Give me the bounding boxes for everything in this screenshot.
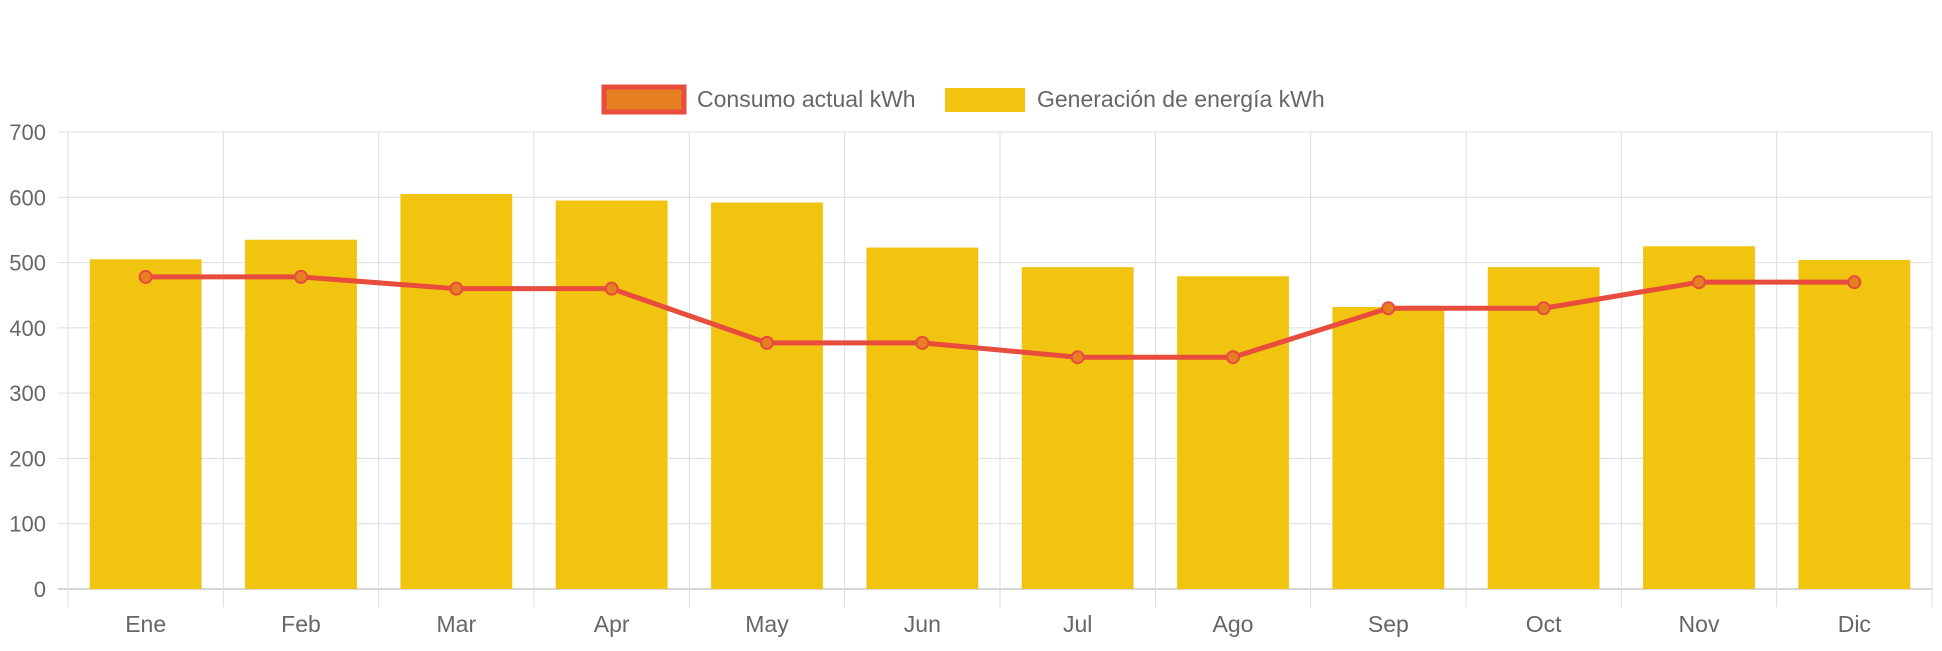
x-tick-label: May — [745, 611, 789, 637]
point-nov[interactable] — [1692, 275, 1706, 290]
consumo-line — [143, 274, 1857, 360]
x-tick-label: Dic — [1838, 611, 1871, 637]
x-tick-label: Feb — [281, 611, 321, 637]
y-tick-label: 0 — [34, 577, 46, 602]
point-jun[interactable] — [915, 335, 930, 350]
y-tick-label: 200 — [9, 446, 46, 471]
point-may[interactable] — [760, 335, 774, 350]
x-tick-label: Nov — [1679, 611, 1720, 637]
y-tick-label: 400 — [9, 316, 46, 341]
y-tick-label: 500 — [9, 251, 46, 276]
point-apr[interactable] — [604, 281, 619, 296]
x-tick-label: Mar — [437, 611, 477, 637]
bar-jul[interactable] — [1021, 267, 1134, 589]
x-tick-label: Sep — [1368, 611, 1409, 637]
bar-feb[interactable] — [245, 239, 357, 589]
x-tick-label: Ene — [125, 611, 166, 637]
bar-jun[interactable] — [866, 247, 979, 589]
point-mar[interactable] — [449, 281, 464, 296]
bar-oct[interactable] — [1487, 267, 1600, 589]
point-feb[interactable] — [294, 269, 308, 284]
bar-may[interactable] — [711, 202, 823, 589]
legend-label-generacion[interactable]: Generación de energía kWh — [1037, 86, 1325, 112]
y-tick-label: 700 — [9, 120, 46, 145]
x-axis: Ene Feb Mar Apr May Jun Jul Ago Sep Oct Nov Dic — [125, 611, 1871, 637]
legend: Consumo actual kWh Generación de energía… — [601, 84, 1325, 115]
x-tick-label: Jun — [904, 611, 941, 637]
bar-apr[interactable] — [555, 200, 668, 590]
line-series-consumo — [138, 269, 1862, 365]
y-axis: 0 100 200 300 400 500 600 700 — [9, 120, 46, 602]
bar-nov[interactable] — [1643, 246, 1755, 589]
chart-grid — [58, 131, 1933, 607]
y-tick-label: 300 — [9, 381, 46, 406]
legend-swatch-consumo[interactable] — [601, 84, 687, 115]
legend-swatch-generacion[interactable] — [945, 88, 1025, 112]
point-ago[interactable] — [1226, 350, 1240, 365]
point-oct[interactable] — [1536, 301, 1551, 316]
point-jul[interactable] — [1070, 350, 1085, 365]
bar-series-generacion — [89, 194, 1911, 590]
bar-dic[interactable] — [1798, 259, 1911, 589]
point-ene[interactable] — [138, 269, 153, 284]
bar-ago[interactable] — [1177, 276, 1289, 589]
y-tick-label: 100 — [9, 512, 46, 537]
x-tick-label: Jul — [1063, 611, 1092, 637]
x-tick-label: Oct — [1526, 611, 1562, 637]
bar-sep[interactable] — [1332, 306, 1445, 589]
legend-label-consumo[interactable]: Consumo actual kWh — [697, 86, 916, 112]
point-sep[interactable] — [1381, 301, 1396, 316]
point-dic[interactable] — [1847, 275, 1862, 290]
y-tick-label: 600 — [9, 185, 46, 210]
x-tick-label: Apr — [594, 611, 630, 637]
bar-mar[interactable] — [400, 194, 513, 589]
bar-ene[interactable] — [89, 259, 202, 589]
x-tick-label: Ago — [1213, 611, 1254, 637]
